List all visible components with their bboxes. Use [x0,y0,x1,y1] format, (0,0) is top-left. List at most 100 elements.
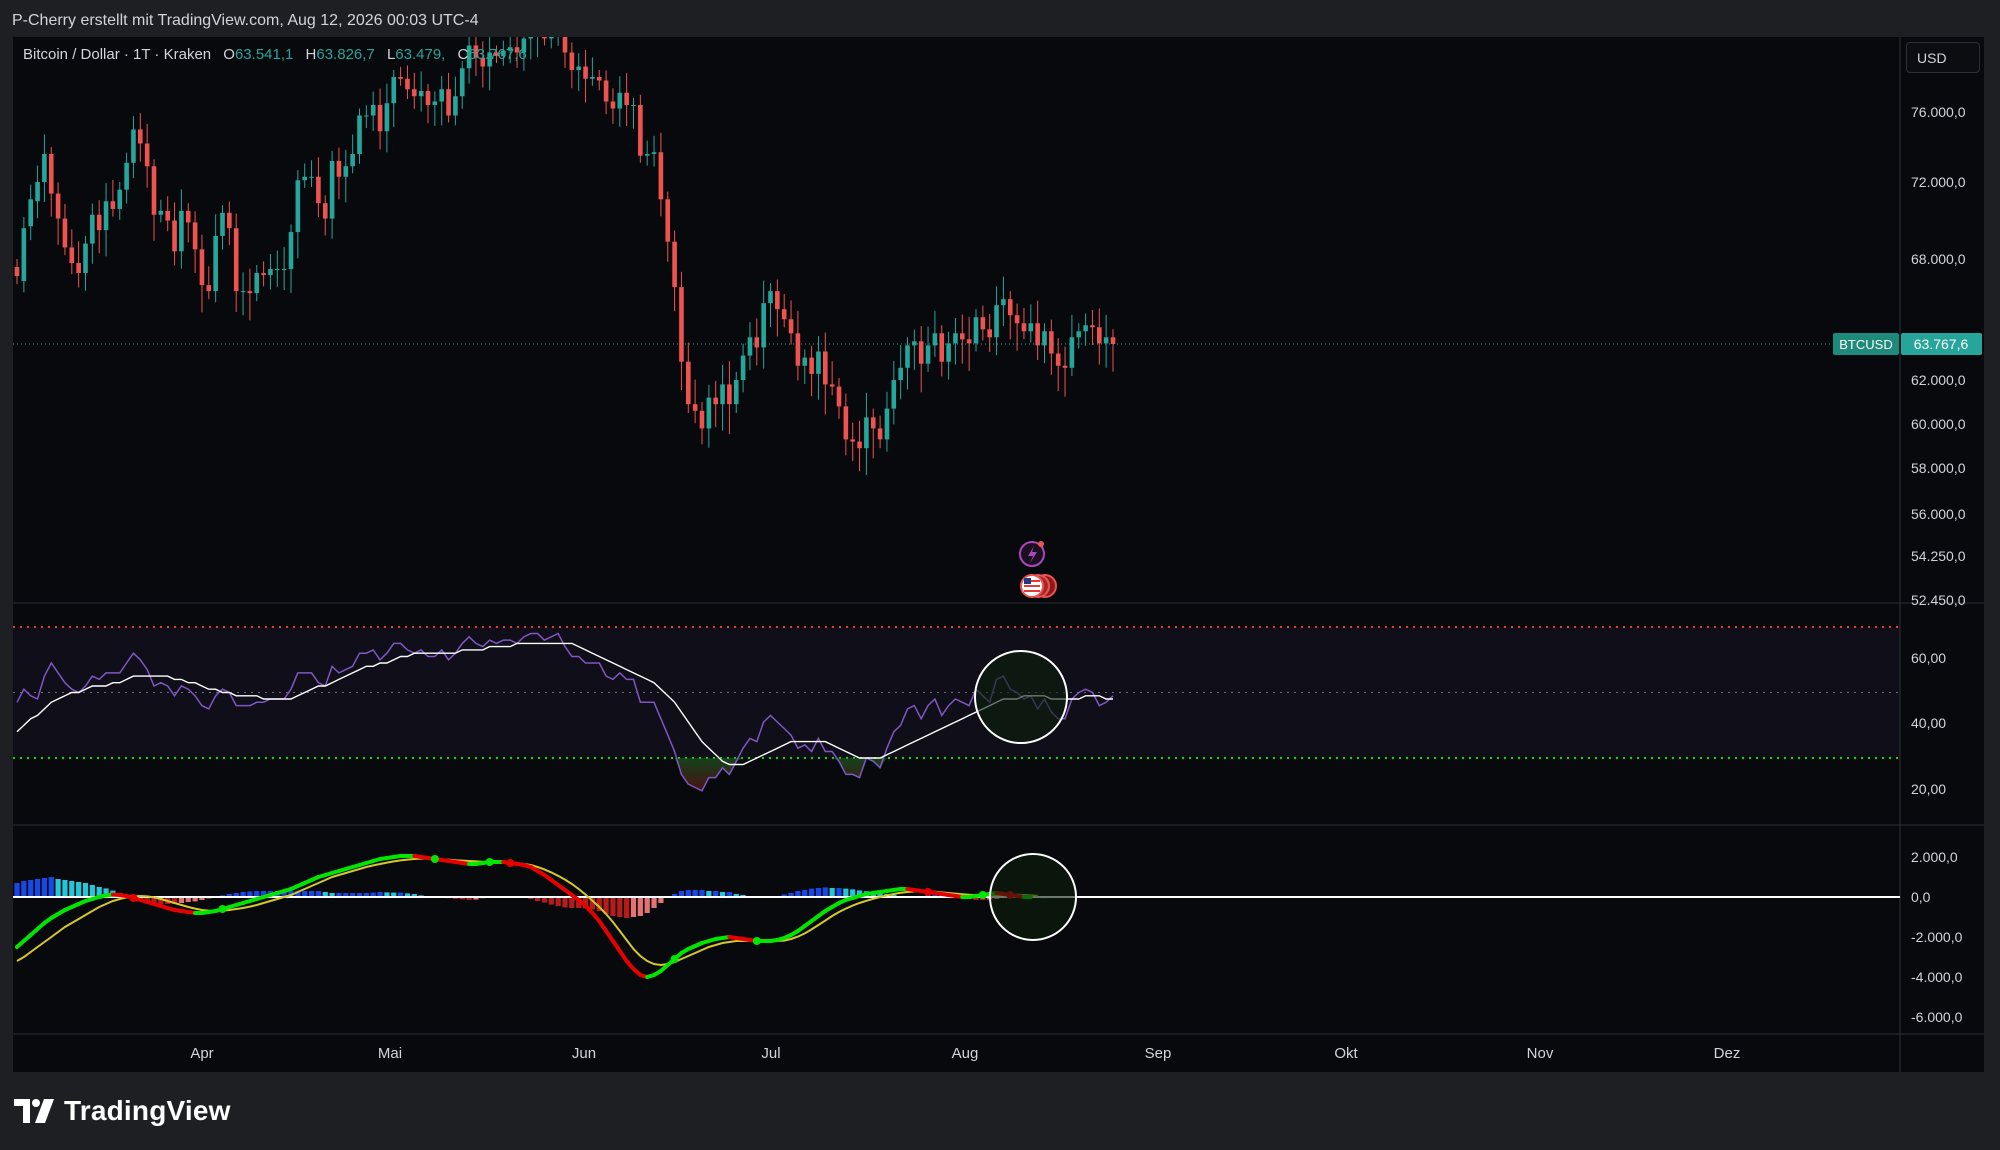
price-tag-value-bg [1901,333,1982,355]
macd-histogram-bar [411,894,417,897]
tradingview-logo[interactable]: TradingView [14,1094,231,1128]
candle [727,361,732,435]
rsi-axis-label: 20,00 [1911,781,1946,797]
macd-histogram-bar [151,897,157,904]
macd-histogram-bar [624,897,630,918]
macd-histogram-bar [822,887,828,897]
candle-body [706,397,712,429]
macd-histogram-bar [226,894,232,897]
candle [364,105,369,129]
candle-body [1062,365,1068,368]
candle [537,37,539,58]
candle [138,113,143,162]
open-label: O [223,46,235,63]
macd-histogram-bar [261,891,267,897]
candle-body [151,166,157,215]
candle [377,88,383,150]
candle [275,250,280,287]
candle [918,326,924,393]
rsi-oversold-area [17,758,1113,791]
price-tag-symbol-bg [1833,333,1899,355]
macd-histogram-bar [877,893,883,897]
candle [829,361,835,396]
close-value: 63.767,6 [468,46,527,63]
close-label: C [457,46,469,63]
symbol-name[interactable]: Bitcoin / Dollar · 1T · Kraken [23,46,212,63]
macd-histogram-bar [562,897,568,908]
candle [658,132,664,217]
candle [583,50,588,103]
candle-body [713,397,718,405]
candle-body [1103,337,1109,344]
macd-histogram-bar [651,897,657,908]
candle-body [412,89,417,97]
macd-histogram-bar [582,897,589,909]
candle-body [912,341,917,346]
currency-button[interactable]: USD [1906,42,1980,73]
candle [90,203,95,264]
candle-body [1069,337,1075,368]
chart-caption: P-Cherry erstellt mit TradingView.com, A… [0,0,2000,37]
macd-histogram-bar [541,897,548,903]
candle-body [138,129,143,144]
candle-body [254,273,260,294]
candle [747,322,753,371]
candle-body [432,101,438,105]
candle-body [384,103,390,132]
macd-cross-dot [506,859,515,867]
candle-body [288,232,294,270]
candle [925,326,931,372]
candle-body [473,45,479,58]
rsi-axis-label: 60,00 [1911,650,1946,666]
macd-histogram-bar [596,897,602,911]
macd-line-segment [610,939,622,953]
macd-histogram-bar [630,897,637,917]
candle [1069,314,1075,376]
macd-histogram-bar [377,892,383,897]
candle-body [501,50,506,56]
candle [809,345,814,397]
price-axis-label: 62.000,0 [1911,372,1966,388]
candle-body [1097,327,1102,344]
candle [1035,300,1040,361]
macd-histogram-bar [555,897,561,907]
candle-body [268,269,273,276]
candle-body [405,78,410,90]
candle-body [631,105,636,106]
flag-stripe [1024,590,1040,592]
candle-body [1035,323,1040,346]
candle [590,57,595,86]
candle-body [459,68,465,97]
macd-histogram-bar [21,881,27,897]
candle-body [946,343,951,362]
candle [69,229,75,275]
macd-line-segment [597,919,609,933]
candle [453,76,458,126]
candle [412,72,417,109]
candle [185,203,191,243]
candle-body [466,45,472,69]
macd-histogram-bar [644,897,650,913]
candle [391,70,397,128]
macd-histogram-bar [76,882,82,897]
macd-histogram-bar [281,891,287,897]
candle-body [199,249,205,286]
candle-body [836,386,842,407]
candle [953,318,958,365]
macd-histogram-bar [788,893,794,897]
candle [384,83,390,153]
macd-histogram-bar [856,890,863,897]
candle-body [966,339,972,344]
flag-stripe [1024,580,1040,582]
candle-body [528,37,534,39]
candle-body [83,243,88,274]
candle [631,98,636,129]
candle-body [747,337,753,356]
candle [172,202,177,266]
candle-body [802,357,808,366]
candle-body [158,210,164,215]
macd-line-segment [617,949,629,963]
low-label: L [386,46,396,63]
price-axis-label: 68.000,0 [1911,251,1966,267]
